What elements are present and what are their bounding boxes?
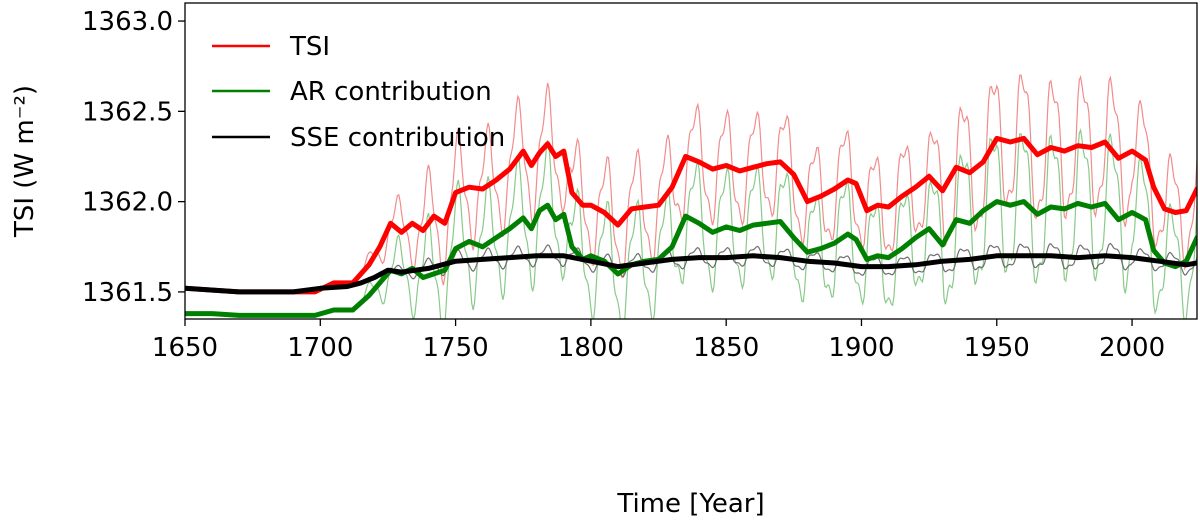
x-tick-label: 1800: [558, 333, 624, 363]
series-line-sse-contribution: [185, 253, 1197, 295]
x-tick-label: 1900: [828, 333, 894, 363]
y-axis-label: TSI (W m⁻²): [10, 85, 40, 238]
legend-label-sse: SSE contribution: [290, 123, 505, 153]
y-tick-label: 1361.5: [82, 278, 173, 308]
x-tick-label: 1700: [287, 333, 353, 363]
x-tick-label: 2000: [1099, 333, 1165, 363]
y-tick-label: 1363.0: [82, 7, 173, 37]
x-tick-label: 1750: [423, 333, 489, 363]
x-tick-label: 1650: [152, 333, 218, 363]
y-tick-label: 1362.5: [82, 97, 173, 127]
x-tick-label: 1950: [964, 333, 1030, 363]
y-axis: 1361.5 1362.0 1362.5 1363.0: [82, 7, 185, 308]
legend-label-tsi: TSI: [289, 32, 330, 62]
x-axis: 1650 1700 1750 1800 1850 1900 1950 2000: [152, 319, 1165, 363]
series-line-ar-contribution: [185, 199, 1197, 318]
x-tick-label: 1850: [693, 333, 759, 363]
x-axis-label: Time [Year]: [616, 489, 764, 519]
y-tick-label: 1362.0: [82, 188, 173, 218]
legend-label-ar: AR contribution: [290, 77, 492, 107]
plot-lines: [185, 74, 1197, 319]
series-line-tsi: [185, 135, 1197, 295]
legend: TSI AR contribution SSE contribution: [212, 32, 505, 153]
plot-frame: [184, 2, 1198, 320]
